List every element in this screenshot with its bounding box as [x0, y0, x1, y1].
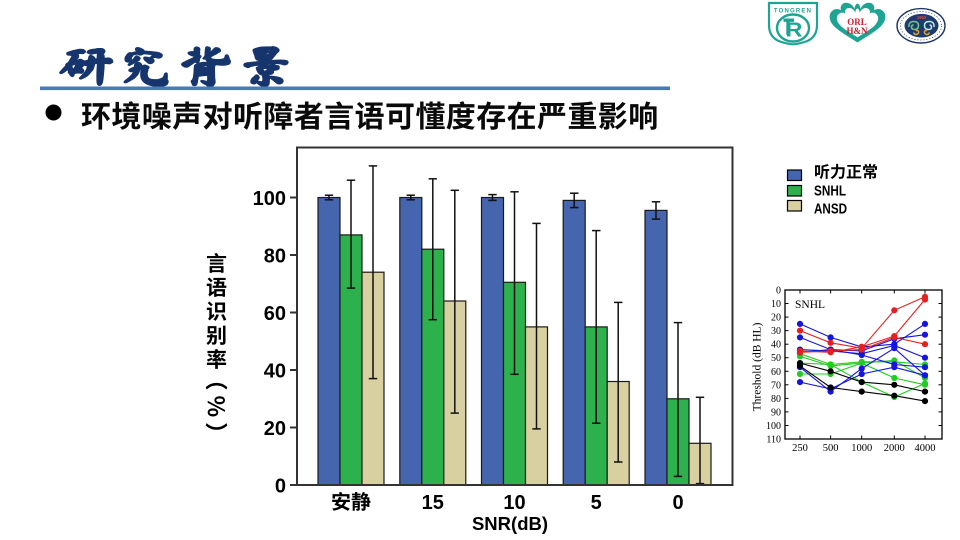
- svg-text:R: R: [786, 20, 804, 42]
- svg-text:100: 100: [766, 421, 781, 432]
- svg-text:SNR(dB): SNR(dB): [472, 513, 548, 534]
- svg-text:70: 70: [771, 380, 781, 391]
- svg-text:1953: 1953: [917, 15, 927, 20]
- svg-text:80: 80: [771, 394, 781, 405]
- svg-text:TONGREN: TONGREN: [774, 9, 812, 15]
- svg-text:5: 5: [591, 492, 602, 514]
- svg-text:Threshold (dB HL): Threshold (dB HL): [752, 322, 764, 411]
- svg-text:ANSD: ANSD: [814, 201, 847, 218]
- svg-text:10: 10: [503, 492, 525, 514]
- svg-text:4000: 4000: [915, 443, 936, 454]
- svg-text:SNHL: SNHL: [795, 299, 825, 311]
- svg-text:SNHL: SNHL: [814, 183, 846, 200]
- svg-text:20: 20: [264, 418, 286, 440]
- svg-text:40: 40: [264, 361, 286, 383]
- svg-text:10: 10: [771, 299, 781, 310]
- svg-text:15: 15: [422, 492, 444, 514]
- svg-text:1000: 1000: [851, 443, 872, 454]
- svg-text:500: 500: [823, 443, 839, 454]
- svg-text:60: 60: [771, 367, 781, 378]
- svg-text:80: 80: [264, 246, 286, 268]
- svg-text:2000: 2000: [884, 443, 905, 454]
- svg-text:0: 0: [776, 286, 781, 297]
- svg-text:250: 250: [792, 443, 808, 454]
- svg-text:90: 90: [771, 407, 781, 418]
- svg-text:50: 50: [771, 353, 781, 364]
- svg-text:60: 60: [264, 303, 286, 325]
- svg-text:H&N: H&N: [847, 26, 868, 36]
- svg-text:40: 40: [771, 340, 781, 351]
- svg-text:0: 0: [275, 476, 286, 498]
- svg-text:0: 0: [672, 492, 683, 514]
- svg-text:100: 100: [253, 188, 286, 210]
- svg-text:ORL: ORL: [847, 17, 867, 27]
- svg-text:110: 110: [766, 435, 781, 446]
- svg-text:20: 20: [771, 313, 781, 324]
- svg-text:30: 30: [771, 326, 781, 337]
